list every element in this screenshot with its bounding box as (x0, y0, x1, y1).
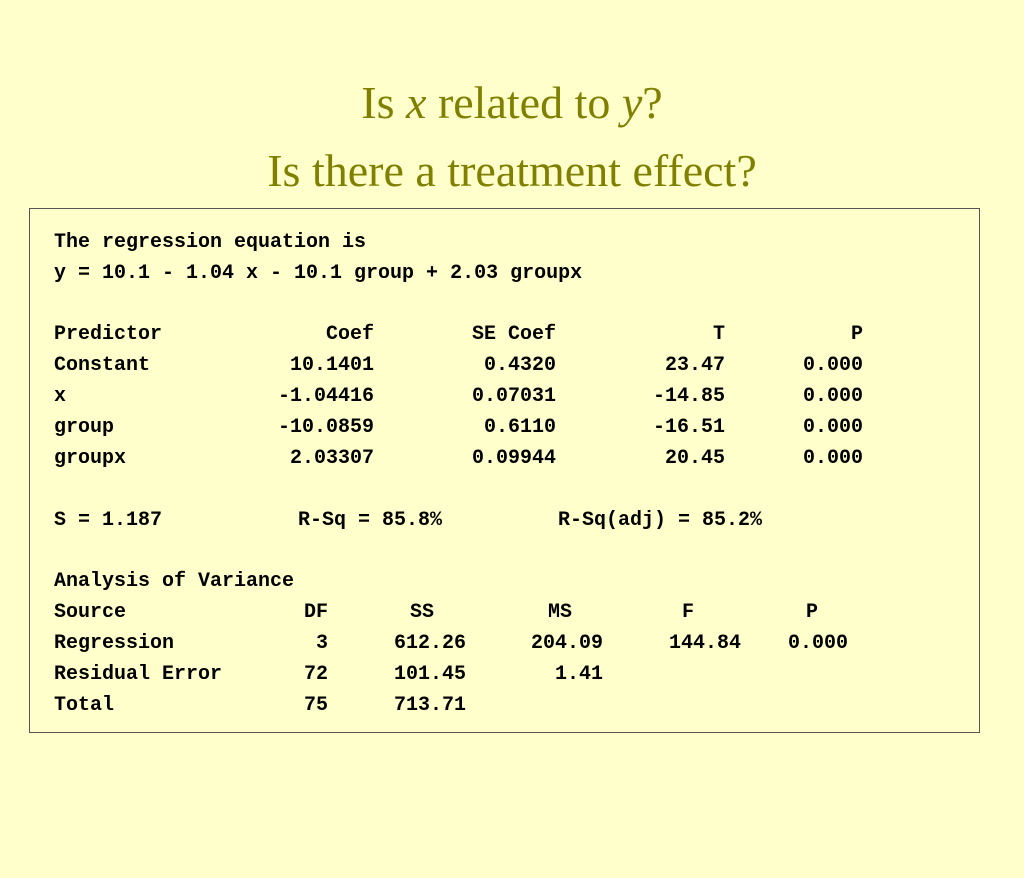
table-row: groupx 2.03307 0.09944 20.45 0.000 (54, 447, 863, 471)
table-row: Total 75 713.71 (54, 694, 466, 718)
coef-value: -1.04416 (278, 385, 375, 408)
p-value: 0.000 (803, 354, 864, 377)
fit-statistics: S = 1.187 R-Sq = 85.8% R-Sq(adj) = 85.2% (54, 509, 762, 533)
t-value: 23.47 (665, 354, 726, 377)
predictor-name: Constant (54, 354, 151, 377)
coef-value: -10.0859 (278, 416, 375, 439)
se-coef-value: 0.09944 (472, 447, 557, 470)
anova-col-f: F (682, 601, 695, 624)
table-row: group -10.0859 0.6110 -16.51 0.000 (54, 416, 863, 440)
coef-col-secoef: SE Coef (472, 323, 557, 346)
coef-value: 10.1401 (290, 354, 375, 377)
t-value: -14.85 (653, 385, 726, 408)
slide-title-line2: Is there a treatment effect? (267, 145, 757, 196)
se-coef-value: 0.07031 (472, 385, 557, 408)
anova-header: Analysis of Variance (54, 570, 295, 593)
slide-title-line1: Is x related to y? (361, 77, 663, 128)
coef-col-p: P (851, 323, 864, 346)
anova-ss: 101.45 (394, 663, 467, 686)
se-coef-value: 0.6110 (484, 416, 557, 439)
anova-col-p: P (806, 601, 819, 624)
anova-col-source: Source (54, 601, 127, 624)
anova-table-header: Source DF SS MS F P (54, 601, 818, 625)
anova-p: 0.000 (788, 632, 849, 655)
table-row: Constant 10.1401 0.4320 23.47 0.000 (54, 354, 863, 378)
anova-ms: 204.09 (531, 632, 604, 655)
anova-source: Residual Error (54, 663, 223, 686)
table-row: x -1.04416 0.07031 -14.85 0.000 (54, 385, 863, 409)
coef-table-header: Predictor Coef SE Coef T P (54, 323, 863, 347)
p-value: 0.000 (803, 385, 864, 408)
r-sq: R-Sq = 85.8% (298, 509, 443, 532)
anova-source: Total (54, 694, 115, 717)
table-row: Regression 3 612.26 204.09 144.84 0.000 (54, 632, 848, 656)
s-statistic: S = 1.187 (54, 509, 163, 532)
predictor-name: group (54, 416, 115, 439)
anova-col-ss: SS (410, 601, 435, 624)
coef-col-coef: Coef (326, 323, 375, 346)
anova-col-ms: MS (548, 601, 573, 624)
predictor-name: x (54, 385, 67, 408)
t-value: 20.45 (665, 447, 726, 470)
p-value: 0.000 (803, 447, 864, 470)
predictor-name: groupx (54, 447, 127, 470)
regression-output-box: The regression equation is y = 10.1 - 1.… (29, 208, 980, 733)
regression-equation: y = 10.1 - 1.04 x - 10.1 group + 2.03 gr… (54, 262, 583, 285)
anova-ms: 1.41 (555, 663, 604, 686)
anova-source: Regression (54, 632, 175, 655)
anova-df: 3 (316, 632, 329, 655)
table-row: Residual Error 72 101.45 1.41 (54, 663, 603, 687)
anova-ss: 713.71 (394, 694, 467, 717)
se-coef-value: 0.4320 (484, 354, 557, 377)
r-sq-adj: R-Sq(adj) = 85.2% (558, 509, 763, 532)
anova-ss: 612.26 (394, 632, 467, 655)
p-value: 0.000 (803, 416, 864, 439)
anova-f: 144.84 (669, 632, 742, 655)
coef-col-predictor: Predictor (54, 323, 163, 346)
anova-col-df: DF (304, 601, 329, 624)
regression-header: The regression equation is (54, 231, 367, 254)
coef-value: 2.03307 (290, 447, 375, 470)
t-value: -16.51 (653, 416, 726, 439)
anova-df: 72 (304, 663, 329, 686)
coef-col-t: T (713, 323, 726, 346)
anova-df: 75 (304, 694, 329, 717)
